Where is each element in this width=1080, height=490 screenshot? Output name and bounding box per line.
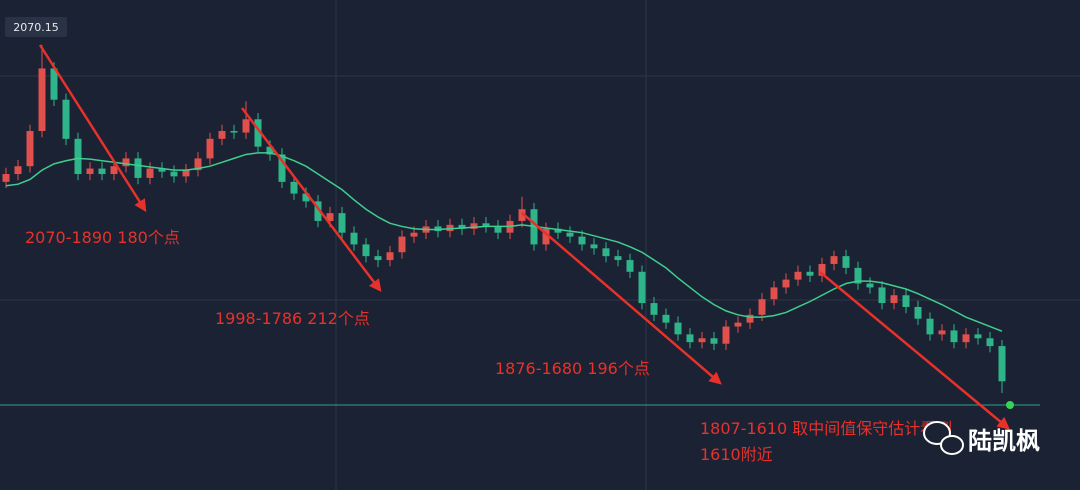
candle-body xyxy=(866,283,874,288)
candle-body xyxy=(782,279,790,288)
trend-arrows xyxy=(38,44,1010,430)
candle-body xyxy=(350,232,358,245)
candle-body xyxy=(278,154,286,182)
candle-body xyxy=(566,232,574,237)
candle-body xyxy=(806,271,814,276)
candle-body xyxy=(998,346,1006,382)
candle-body xyxy=(206,138,214,159)
candle-body xyxy=(458,224,466,229)
candle-body xyxy=(302,193,310,202)
candle-body xyxy=(890,295,898,304)
candle-body xyxy=(290,181,298,194)
candle-body xyxy=(482,223,490,227)
candle-body xyxy=(818,263,826,276)
candle-body xyxy=(362,244,370,257)
candle-body xyxy=(230,131,238,133)
candle-body xyxy=(182,170,190,177)
candle-body xyxy=(734,322,742,327)
candle-body xyxy=(722,326,730,344)
candle-body xyxy=(158,168,166,172)
candle-body xyxy=(374,256,382,261)
plot xyxy=(2,44,1006,394)
candle-body xyxy=(194,158,202,171)
candle-body xyxy=(710,338,718,344)
candle-body xyxy=(842,256,850,268)
candle-body xyxy=(86,168,94,175)
price-label-box xyxy=(5,17,67,37)
candle-body xyxy=(170,171,178,177)
candle-body xyxy=(218,131,226,139)
candle-body xyxy=(338,213,346,233)
candle-body xyxy=(122,158,130,167)
candle-body xyxy=(662,314,670,323)
candle-body xyxy=(74,138,82,175)
candle-body xyxy=(470,223,478,229)
candle-body xyxy=(614,256,622,261)
candle-body xyxy=(590,244,598,249)
candle-body xyxy=(50,68,58,100)
candle-body xyxy=(386,252,394,261)
candle-body xyxy=(242,119,250,133)
candle-body xyxy=(626,260,634,272)
candle-body xyxy=(758,299,766,315)
annotation: 1610附近 xyxy=(700,445,773,464)
candle-body xyxy=(146,168,154,178)
candle-body xyxy=(962,334,970,343)
candle-body xyxy=(446,224,454,232)
annotation: 1807-1610 取中间值保守估计看到 xyxy=(700,419,952,438)
price-label: 2070.15 xyxy=(13,21,59,34)
candle-body xyxy=(254,119,262,147)
candle-body xyxy=(926,318,934,335)
candle-body xyxy=(14,166,22,175)
candle-body xyxy=(2,174,10,182)
candle-body xyxy=(602,248,610,257)
candle-body xyxy=(266,146,274,155)
candle-body xyxy=(950,330,958,343)
candle-body xyxy=(794,271,802,280)
candle-body xyxy=(902,295,910,307)
current-price-dot xyxy=(1006,401,1014,409)
candle-body xyxy=(986,338,994,347)
candle-body xyxy=(26,131,34,167)
candle-body xyxy=(434,226,442,232)
candle-body xyxy=(110,166,118,175)
candle-body xyxy=(914,306,922,319)
candle-body xyxy=(38,68,46,132)
annotation: 1998-1786 212个点 xyxy=(215,309,370,328)
watermark-icon xyxy=(923,421,964,455)
annotation: 1876-1680 196个点 xyxy=(495,359,650,378)
annotation: 2070-1890 180个点 xyxy=(25,228,180,247)
candle-body xyxy=(518,209,526,221)
candle-body xyxy=(578,236,586,245)
moving-average xyxy=(5,152,1003,332)
candle-body xyxy=(698,338,706,343)
candle-body xyxy=(494,226,502,233)
candle-body xyxy=(854,267,862,284)
candle-body xyxy=(98,168,106,175)
candle-body xyxy=(638,271,646,304)
candle-body xyxy=(314,201,322,221)
watermark: 陆凯枫 xyxy=(968,427,1040,455)
candle-body xyxy=(830,256,838,264)
candle-body xyxy=(62,99,70,139)
candle-body xyxy=(674,322,682,335)
candle-body xyxy=(326,213,334,221)
candle-body xyxy=(650,303,658,315)
candle-body xyxy=(974,334,982,339)
candle-body xyxy=(542,228,550,245)
candle-body xyxy=(398,236,406,253)
candle-body xyxy=(134,158,142,178)
candle-body xyxy=(746,314,754,323)
candle-body xyxy=(770,287,778,300)
candle-body xyxy=(686,334,694,343)
candle-body xyxy=(554,228,562,233)
candle-body xyxy=(878,287,886,304)
candle-body xyxy=(410,232,418,237)
candle-body xyxy=(938,330,946,335)
